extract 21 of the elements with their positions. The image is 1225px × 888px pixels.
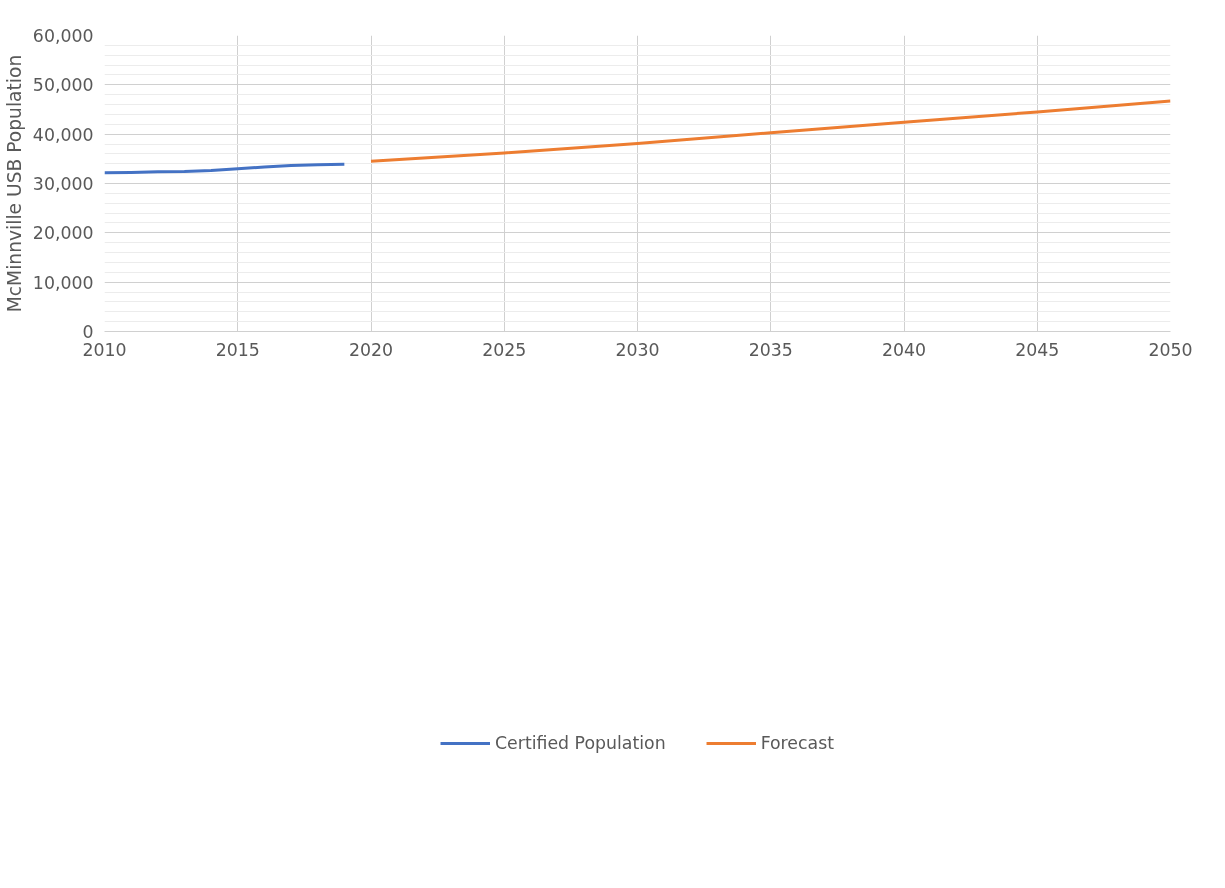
y-tick-label: 20,000	[32, 223, 94, 244]
x-tick-label: 2050	[1148, 339, 1193, 360]
y-tick-label: 50,000	[32, 75, 94, 96]
x-tick-label: 2040	[881, 339, 927, 360]
y-tick-label: 30,000	[32, 174, 94, 194]
x-tick-label: 2030	[615, 339, 660, 360]
legend-label: Forecast	[760, 733, 834, 753]
y-tick-label: 10,000	[32, 272, 94, 293]
y-axis-title: McMinnville USB Population	[3, 54, 25, 313]
line-series	[369, 99, 1171, 163]
y-tick-label: 0	[82, 322, 94, 342]
x-tick-label: 2015	[215, 339, 260, 360]
x-tick-label: 2010	[82, 339, 127, 360]
x-tick-label: 2045	[1015, 339, 1060, 360]
y-tick-label: 40,000	[32, 124, 94, 145]
legend-label: Certified Population	[495, 733, 666, 753]
line-series	[104, 162, 346, 175]
x-tick-label: 2020	[348, 339, 394, 360]
y-tick-label: 60,000	[32, 26, 94, 46]
x-tick-label: 2035	[748, 339, 793, 360]
x-tick-label: 2025	[482, 339, 527, 360]
